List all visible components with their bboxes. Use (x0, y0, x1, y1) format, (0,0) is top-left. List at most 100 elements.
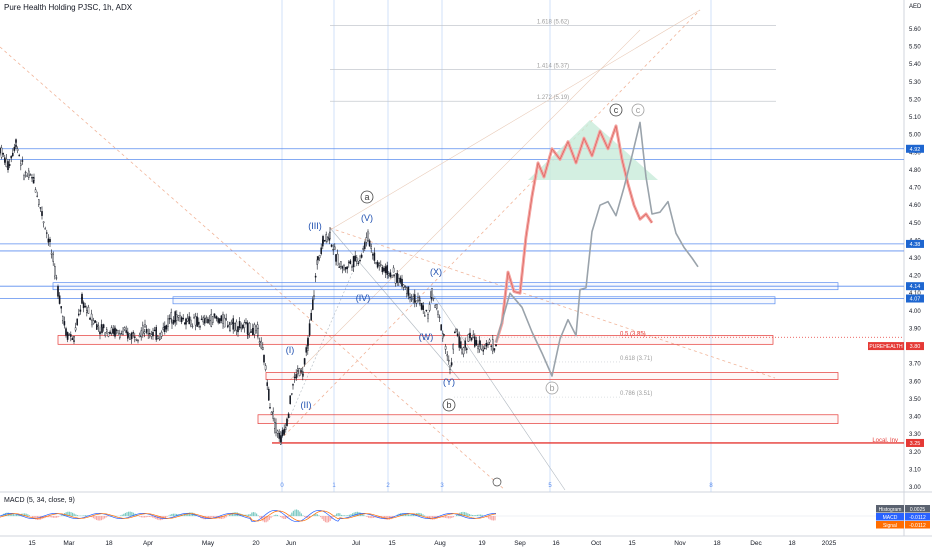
candle-body (487, 344, 488, 345)
candle-body (477, 346, 478, 348)
candle-body (23, 176, 24, 180)
macd-histogram-bar (270, 516, 271, 518)
fib-label: 1.414 (5.37) (537, 64, 569, 70)
price-tag: 3.80 (910, 344, 921, 350)
wave-label: b (549, 383, 554, 393)
candle-body (59, 296, 60, 304)
macd-histogram-bar (170, 515, 171, 516)
macd-histogram-bar (61, 515, 62, 516)
wave-label: (I) (286, 345, 295, 355)
macd-histogram-bar (277, 515, 278, 516)
candle-body (297, 371, 298, 372)
candle-body (358, 263, 359, 264)
macd-histogram-bar (371, 516, 372, 518)
macd-histogram-bar (96, 516, 97, 520)
channel-line (430, 290, 565, 490)
candle-body (78, 314, 79, 315)
candle-body (30, 175, 31, 176)
macd-histogram-bar (54, 516, 55, 518)
candle-body (339, 267, 340, 268)
wave-label: (X) (430, 267, 442, 277)
macd-histogram-bar (282, 516, 283, 518)
candle-body (185, 319, 186, 325)
candle-body (61, 306, 62, 308)
macd-title: MACD (5, 34, close, 9) (4, 497, 75, 504)
macd-histogram-bar (346, 515, 347, 516)
zone-box (58, 336, 773, 345)
candle-body (447, 355, 448, 356)
macd-histogram-bar (264, 516, 265, 522)
macd-histogram-bar (341, 515, 342, 516)
macd-histogram-bar (162, 516, 163, 520)
candle-body (427, 314, 428, 318)
candle-body (9, 164, 10, 165)
candle-body (129, 335, 130, 339)
macd-histogram-bar (448, 516, 449, 518)
candle-body (40, 207, 41, 208)
candle-body (108, 332, 109, 336)
macd-histogram-bar (141, 516, 142, 517)
macd-histogram-bar (75, 514, 76, 516)
candle-body (173, 320, 174, 323)
candle-body (302, 374, 303, 375)
candle-body (83, 303, 84, 308)
macd-histogram-bar (453, 516, 454, 517)
wave-label: (III) (308, 221, 322, 231)
candle-body (178, 316, 179, 318)
candle-body (271, 412, 272, 414)
candle-body (222, 314, 223, 324)
macd-histogram-bar (120, 515, 121, 516)
candle-body (198, 322, 199, 324)
macd-histogram-bar (229, 515, 230, 516)
candle-body (41, 211, 42, 215)
candle-body (126, 330, 127, 332)
macd-histogram-bar (302, 515, 303, 516)
candle-body (421, 303, 422, 309)
candle-body (345, 267, 346, 269)
macd-histogram-bar (477, 515, 478, 516)
macd-histogram-bar (152, 516, 153, 518)
macd-legend-value: -0.0112 (909, 515, 926, 521)
candle-body (163, 328, 164, 330)
y-tick-label: 5.10 (909, 115, 921, 121)
candle-body (179, 315, 180, 321)
candle-body (227, 326, 228, 327)
candle-body (449, 366, 450, 370)
macd-histogram-bar (101, 516, 102, 520)
macd-histogram-bar (171, 514, 172, 516)
candle-body (463, 348, 464, 354)
candle-body (48, 239, 49, 243)
candle-body (251, 332, 252, 333)
candle-body (284, 429, 285, 434)
candle-body (169, 318, 170, 319)
candle-body (315, 276, 316, 277)
candle-body (113, 329, 114, 334)
candle-body (398, 278, 399, 282)
candle-body (286, 419, 287, 426)
candle-body (351, 267, 352, 268)
macd-histogram-bar (254, 512, 255, 516)
candle-body (80, 310, 81, 312)
y-tick-label: 4.20 (909, 274, 921, 280)
candle-body (171, 322, 172, 323)
candle-body (154, 330, 155, 331)
candle-body (233, 319, 234, 330)
candle-body (219, 318, 220, 322)
candle-body (448, 360, 449, 361)
candle-body (317, 260, 318, 264)
candle-body (124, 328, 125, 330)
macd-histogram-bar (82, 516, 83, 517)
candle-body (492, 340, 493, 351)
x-tick-label: 15 (628, 540, 636, 547)
candle-body (435, 305, 436, 308)
candle-body (254, 325, 255, 335)
x-tick-label: 15 (388, 540, 396, 547)
candle-body (206, 318, 207, 319)
macd-histogram-bar (256, 514, 257, 517)
candle-body (103, 325, 104, 328)
candle-body (363, 248, 364, 249)
candle-body (181, 317, 182, 321)
candle-body (69, 335, 70, 336)
candle-body (296, 374, 297, 378)
candle-body (131, 333, 132, 339)
